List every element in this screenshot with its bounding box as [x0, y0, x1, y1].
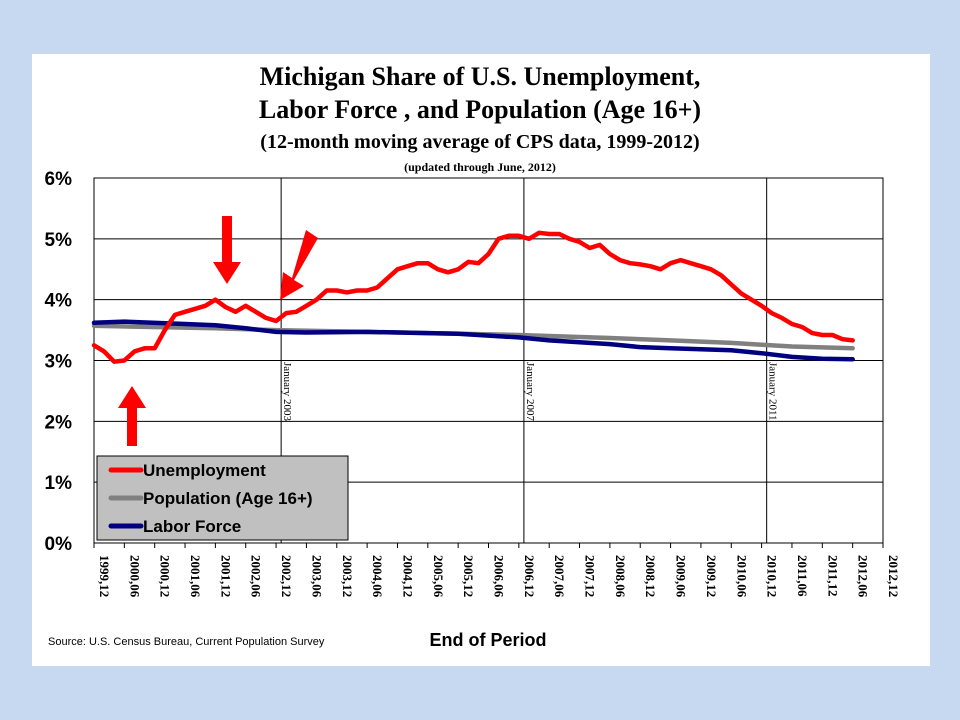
x-tick-label: 2000,06 [127, 555, 142, 598]
x-tick-label: 2001,12 [218, 555, 233, 597]
x-tick-label: 2006,12 [522, 555, 537, 597]
x-tick-label: 2001,06 [188, 555, 203, 598]
x-tick-label: 2004,06 [370, 555, 385, 598]
x-tick-label: 2012,12 [886, 555, 901, 597]
y-tick-label: 5% [45, 230, 73, 251]
x-tick-label: 2010,12 [765, 555, 780, 597]
arrow-up-icon [118, 386, 146, 446]
x-tick-label: 2005,06 [431, 555, 446, 598]
source-note: Source: U.S. Census Bureau, Current Popu… [48, 636, 325, 648]
legend-label: Unemployment [143, 461, 266, 480]
arrow-diagonal-icon [280, 230, 318, 300]
x-tick-label: 2008,06 [613, 555, 628, 598]
x-tick-label: 2009,12 [704, 555, 719, 597]
y-tick-label: 4% [45, 291, 73, 312]
x-tick-label: 2007,12 [583, 555, 598, 597]
series-line [91, 319, 855, 362]
x-tick-label: 2002,06 [249, 555, 264, 598]
chart-subtitle: (12-month moving average of CPS data, 19… [260, 131, 700, 153]
x-tick-label: 2003,12 [340, 555, 355, 597]
x-tick-label: 2008,12 [643, 555, 658, 597]
chart-update-note: (updated through June, 2012) [404, 160, 556, 174]
chart-title-line-1: Michigan Share of U.S. Unemployment, [259, 62, 701, 91]
y-tick-label: 6% [45, 169, 73, 190]
marker-label: January 2011 [767, 362, 779, 421]
x-tick-label: 2006,06 [492, 555, 507, 598]
x-tick-label: 1999,12 [97, 555, 112, 597]
x-axis-title: End of Period [429, 630, 547, 650]
x-tick-label: 2011,06 [795, 555, 810, 597]
y-tick-label: 3% [45, 352, 73, 373]
x-tick-label: 2000,12 [158, 555, 173, 597]
y-tick-label: 0% [45, 534, 73, 555]
marker-label: January 2007 [524, 362, 536, 421]
arrow-down-icon [213, 216, 241, 284]
marker-label: January 2003 [281, 362, 293, 421]
legend-label: Population (Age 16+) [143, 489, 313, 508]
x-tick-label: 2011,12 [825, 555, 840, 597]
series-line [91, 230, 855, 364]
y-tick-label: 1% [45, 473, 73, 494]
chart-title-line-2: Labor Force , and Population (Age 16+) [258, 95, 702, 124]
x-tick-label: 2009,06 [674, 555, 689, 598]
x-tick-label: 2002,12 [279, 555, 294, 597]
x-tick-label: 2003,06 [309, 555, 324, 598]
x-tick-label: 2012,06 [856, 555, 871, 598]
x-tick-label: 2004,12 [400, 555, 415, 597]
series-line [91, 323, 855, 351]
x-tick-label: 2007,06 [552, 555, 567, 598]
x-tick-label: 2005,12 [461, 555, 476, 597]
x-tick-label: 2010,06 [734, 555, 749, 598]
legend-label: Labor Force [143, 517, 241, 536]
y-tick-label: 2% [45, 412, 73, 433]
